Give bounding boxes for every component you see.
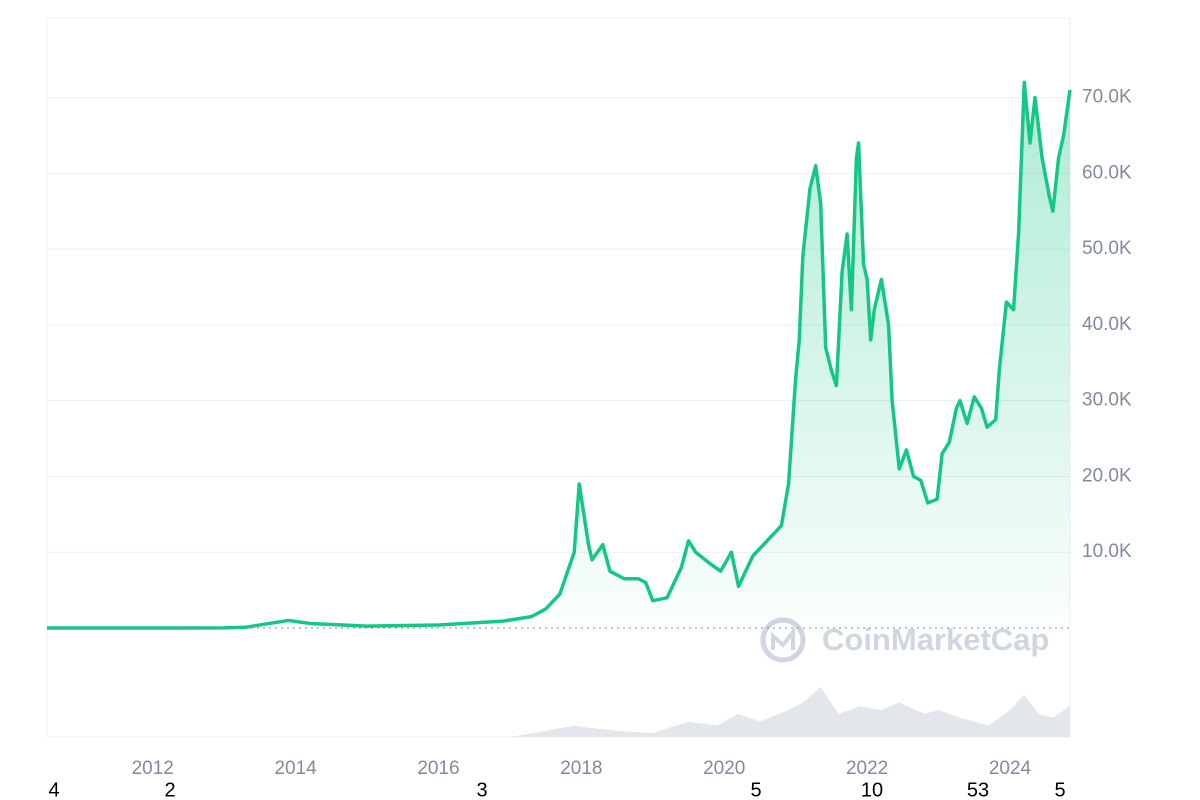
x-tick-label: 2022 (846, 758, 888, 779)
footer-label: 4 (48, 779, 59, 800)
y-tick-label: 70.0K (1082, 87, 1132, 108)
footer-label: 5 (750, 779, 761, 800)
footer-label: 53 (967, 779, 989, 800)
x-tick-label: 2020 (703, 758, 745, 779)
footer-label: 5 (1054, 779, 1065, 800)
x-tick-label: 2016 (417, 758, 459, 779)
footer-label: 10 (861, 779, 883, 800)
y-tick-label: 60.0K (1082, 162, 1132, 183)
y-tick-label: 30.0K (1082, 390, 1132, 411)
y-tick-label: 50.0K (1082, 238, 1132, 259)
y-tick-label: 10.0K (1082, 541, 1132, 562)
price-area (47, 82, 1070, 629)
x-tick-label: 2014 (274, 758, 317, 779)
x-tick-label: 2024 (989, 758, 1032, 779)
price-line (46, 80, 1072, 630)
footer-label: 2 (164, 779, 175, 800)
footer-label: 3 (476, 779, 487, 800)
x-tick-label: 2018 (560, 758, 602, 779)
volume-area (47, 686, 1070, 737)
x-tick-label: 2012 (132, 758, 174, 779)
y-tick-label: 40.0K (1082, 314, 1132, 335)
y-tick-label: 20.0K (1082, 465, 1132, 486)
